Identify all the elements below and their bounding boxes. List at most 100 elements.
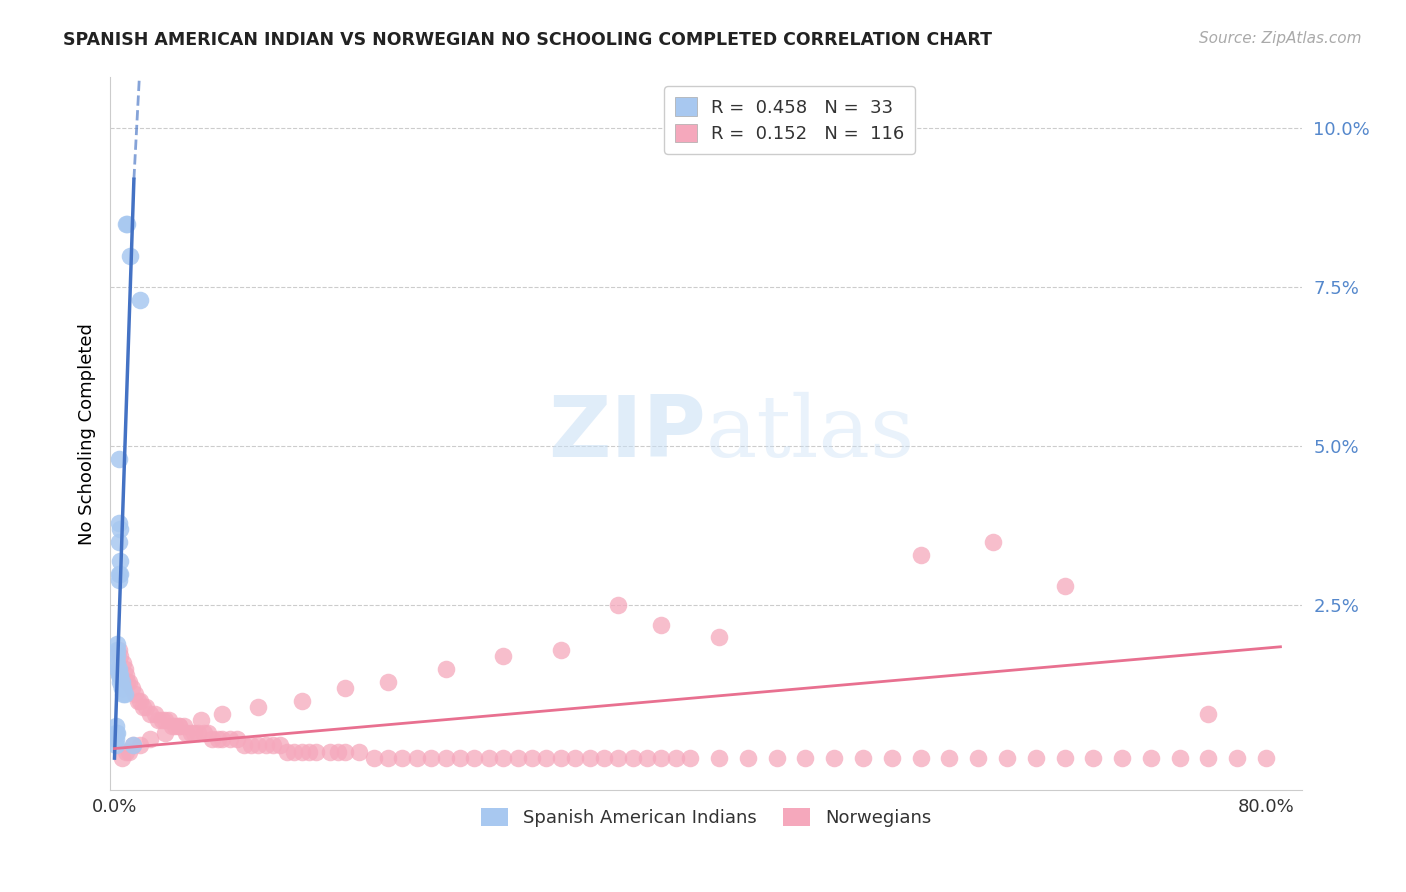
Point — [201, 732, 224, 747]
Point — [233, 739, 256, 753]
Point — [122, 739, 145, 753]
Point — [276, 745, 298, 759]
Point — [1168, 751, 1191, 765]
Point — [180, 725, 202, 739]
Point — [636, 751, 658, 765]
Point — [121, 681, 143, 695]
Point — [1083, 751, 1105, 765]
Point — [111, 751, 134, 765]
Point — [607, 599, 630, 613]
Point — [207, 732, 229, 747]
Point — [129, 293, 152, 307]
Point — [163, 719, 186, 733]
Point — [135, 700, 157, 714]
Point — [291, 694, 314, 708]
Point — [478, 751, 501, 765]
Point — [139, 732, 162, 747]
Point — [298, 745, 321, 759]
Point — [107, 452, 129, 467]
Point — [160, 719, 183, 733]
Point — [187, 725, 209, 739]
Point — [110, 674, 132, 689]
Point — [506, 751, 529, 765]
Point — [157, 713, 180, 727]
Text: atlas: atlas — [706, 392, 915, 475]
Point — [190, 713, 212, 727]
Point — [377, 751, 399, 765]
Point — [129, 739, 152, 753]
Point — [211, 706, 233, 721]
Point — [111, 681, 134, 695]
Point — [254, 739, 277, 753]
Point — [110, 668, 132, 682]
Point — [105, 649, 128, 664]
Point — [319, 745, 342, 759]
Point — [593, 751, 616, 765]
Point — [107, 573, 129, 587]
Point — [105, 643, 128, 657]
Point — [938, 751, 960, 765]
Point — [269, 739, 291, 753]
Point — [650, 751, 672, 765]
Point — [110, 566, 132, 581]
Point — [240, 739, 263, 753]
Point — [434, 662, 457, 676]
Point — [107, 566, 129, 581]
Point — [218, 732, 240, 747]
Text: ZIP: ZIP — [548, 392, 706, 475]
Point — [247, 700, 270, 714]
Point — [650, 617, 672, 632]
Point — [852, 751, 875, 765]
Point — [193, 725, 215, 739]
Point — [122, 739, 145, 753]
Point — [283, 745, 305, 759]
Point — [305, 745, 328, 759]
Point — [247, 739, 270, 753]
Point — [183, 725, 205, 739]
Point — [679, 751, 702, 765]
Point — [112, 688, 135, 702]
Point — [124, 688, 146, 702]
Point — [225, 732, 247, 747]
Point — [1053, 579, 1076, 593]
Point — [333, 681, 356, 695]
Point — [127, 694, 149, 708]
Text: Source: ZipAtlas.com: Source: ZipAtlas.com — [1198, 31, 1361, 46]
Point — [104, 732, 127, 747]
Point — [880, 751, 903, 765]
Point — [139, 706, 162, 721]
Point — [492, 751, 515, 765]
Point — [150, 713, 173, 727]
Point — [146, 713, 169, 727]
Point — [520, 751, 543, 765]
Point — [1111, 751, 1133, 765]
Point — [707, 630, 730, 644]
Point — [115, 745, 138, 759]
Point — [765, 751, 787, 765]
Point — [621, 751, 644, 765]
Point — [1254, 751, 1277, 765]
Point — [420, 751, 443, 765]
Point — [110, 649, 132, 664]
Point — [377, 674, 399, 689]
Point — [1053, 751, 1076, 765]
Point — [291, 745, 314, 759]
Point — [363, 751, 385, 765]
Point — [347, 745, 370, 759]
Point — [167, 719, 190, 733]
Point — [578, 751, 600, 765]
Point — [104, 739, 127, 753]
Point — [111, 681, 134, 695]
Point — [153, 713, 176, 727]
Point — [665, 751, 688, 765]
Point — [107, 516, 129, 530]
Y-axis label: No Schooling Completed: No Schooling Completed — [79, 323, 96, 545]
Point — [104, 719, 127, 733]
Point — [105, 637, 128, 651]
Point — [981, 534, 1004, 549]
Text: SPANISH AMERICAN INDIAN VS NORWEGIAN NO SCHOOLING COMPLETED CORRELATION CHART: SPANISH AMERICAN INDIAN VS NORWEGIAN NO … — [63, 31, 993, 49]
Point — [492, 649, 515, 664]
Point — [112, 656, 135, 670]
Point — [117, 674, 139, 689]
Point — [1198, 751, 1220, 765]
